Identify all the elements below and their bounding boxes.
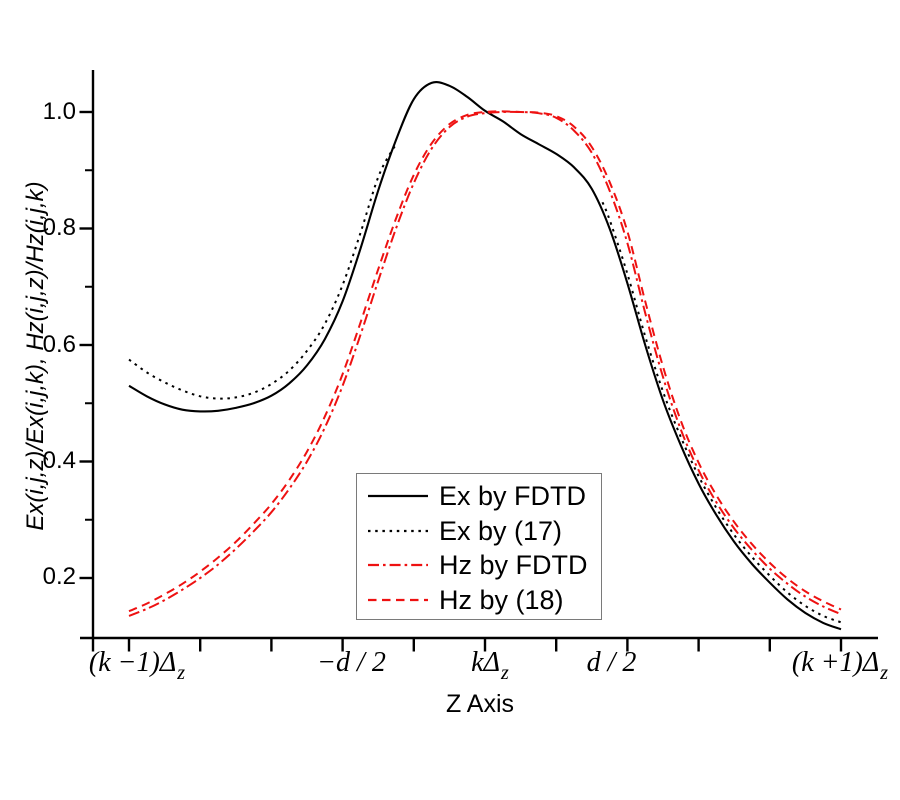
- y-tick-label: 0.6: [42, 331, 76, 358]
- x-tick-subscript: z: [501, 662, 509, 684]
- x-tick-label: −d / 2: [317, 648, 387, 688]
- dash-dot-line-icon: [368, 564, 428, 567]
- y-tick-label: 0.2: [42, 563, 76, 590]
- curve-ex-by-fdtd: [128, 81, 842, 631]
- dashed-line-icon: [368, 598, 428, 601]
- legend-label: Ex by FDTD: [439, 481, 587, 512]
- x-tick-label: (k −1)Δz: [89, 648, 185, 688]
- curve-ex-by-17: [128, 143, 399, 400]
- x-tick-subscript: z: [880, 662, 889, 684]
- x-tick-label: d / 2: [587, 648, 638, 688]
- legend-item-hz-fdtd: Hz by FDTD: [357, 548, 601, 583]
- x-tick-label: (k +1)Δz: [792, 648, 888, 688]
- curve-hz-by-18: [128, 110, 842, 613]
- legend-item-ex-fdtd: Ex by FDTD: [357, 479, 601, 514]
- legend: Ex by FDTD Ex by (17) Hz by FDTD Hz by (…: [356, 473, 602, 620]
- x-tick-main: (k −1)Δ: [88, 647, 177, 678]
- legend-label: Hz by FDTD: [439, 550, 588, 581]
- x-tick-main: (k +1)Δ: [791, 647, 880, 678]
- x-tick-main: kΔ: [471, 647, 501, 678]
- legend-item-ex-17: Ex by (17): [357, 514, 601, 549]
- x-tick-main: −d / 2: [317, 647, 386, 678]
- solid-line-icon: [368, 495, 428, 498]
- curve-ex-by-17: [601, 201, 842, 624]
- y-tick-label: 1.0: [42, 98, 76, 125]
- dotted-line-icon: [368, 529, 428, 532]
- x-tick-main: d / 2: [586, 647, 637, 678]
- y-tick-label: 0.8: [42, 214, 76, 241]
- x-axis-title: Z Axis: [445, 690, 515, 718]
- legend-label: Ex by (17): [439, 515, 563, 546]
- legend-item-hz-18: Hz by (18): [357, 583, 601, 618]
- y-axis-title: Ex(i,j,z)/Ex(i,j,k), Hz(i,j,z)/Hz(i,j,k): [22, 181, 49, 531]
- y-tick-label: 0.4: [42, 447, 76, 474]
- curve-hz-by-fdtd: [128, 110, 842, 617]
- legend-label: Hz by (18): [439, 584, 564, 615]
- x-tick-subscript: z: [177, 662, 186, 684]
- x-tick-label: kΔz: [471, 648, 509, 688]
